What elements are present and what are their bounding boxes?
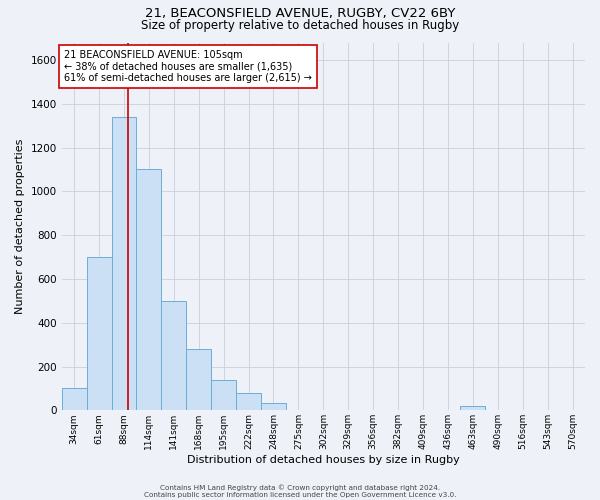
Bar bbox=[86, 257, 112, 410]
Bar bbox=[211, 380, 236, 410]
Bar bbox=[112, 117, 136, 410]
Text: Contains public sector information licensed under the Open Government Licence v3: Contains public sector information licen… bbox=[144, 492, 456, 498]
Bar bbox=[136, 170, 161, 410]
X-axis label: Distribution of detached houses by size in Rugby: Distribution of detached houses by size … bbox=[187, 455, 460, 465]
Text: 21, BEACONSFIELD AVENUE, RUGBY, CV22 6BY: 21, BEACONSFIELD AVENUE, RUGBY, CV22 6BY bbox=[145, 8, 455, 20]
Bar bbox=[236, 393, 261, 410]
Bar bbox=[161, 301, 186, 410]
Text: Contains HM Land Registry data © Crown copyright and database right 2024.: Contains HM Land Registry data © Crown c… bbox=[160, 484, 440, 491]
Text: Size of property relative to detached houses in Rugby: Size of property relative to detached ho… bbox=[141, 19, 459, 32]
Bar bbox=[460, 406, 485, 410]
Bar bbox=[62, 388, 86, 410]
Bar bbox=[261, 402, 286, 410]
Bar bbox=[186, 349, 211, 410]
Text: 21 BEACONSFIELD AVENUE: 105sqm
← 38% of detached houses are smaller (1,635)
61% : 21 BEACONSFIELD AVENUE: 105sqm ← 38% of … bbox=[64, 50, 312, 83]
Y-axis label: Number of detached properties: Number of detached properties bbox=[15, 138, 25, 314]
